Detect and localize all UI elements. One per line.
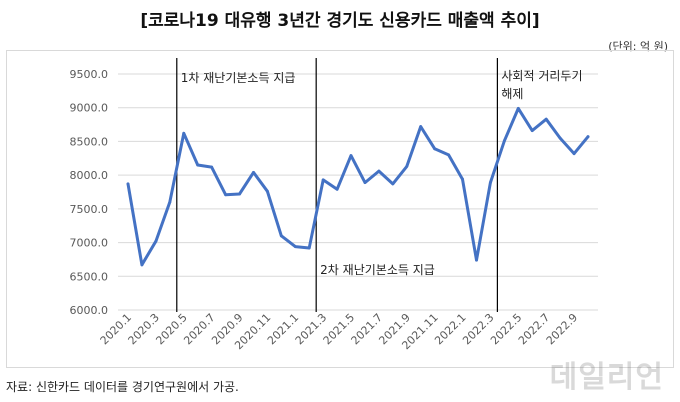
data-point — [544, 117, 548, 121]
data-point — [279, 234, 283, 238]
data-point — [391, 182, 395, 186]
data-point — [363, 181, 367, 184]
watermark-logo: 데일리언 — [549, 360, 664, 395]
data-point — [419, 125, 423, 128]
chart-frame — [6, 50, 674, 368]
data-point — [558, 136, 562, 140]
data-point — [168, 200, 172, 204]
event-annotation-label: 해제 — [501, 87, 523, 101]
unit-label: (단위: 억 원) — [608, 40, 668, 53]
event-annotation-label: 사회적 거리두기 — [501, 69, 582, 83]
data-point — [433, 147, 437, 151]
data-point — [516, 106, 520, 110]
data-point — [293, 245, 297, 249]
y-tick-label: 8000.0 — [70, 169, 109, 182]
chart-title: [코로나19 대유행 3년간 경기도 신용카드 매출액 추이] — [140, 11, 540, 31]
y-tick-label: 6000.0 — [70, 304, 109, 317]
y-tick-label: 9500.0 — [70, 68, 109, 81]
source-note: 자료: 신한카드 데이터를 경기연구원에서 가공. — [6, 380, 239, 394]
event-annotation-label: 2차 재난기본소득 지급 — [320, 263, 435, 277]
data-point — [140, 263, 144, 267]
y-tick-label: 7500.0 — [70, 203, 109, 216]
x-tick-label: 2022.9 — [544, 311, 580, 347]
data-point — [252, 171, 255, 174]
y-tick-label: 8500.0 — [70, 135, 109, 148]
data-point — [335, 187, 339, 191]
data-point — [182, 131, 186, 135]
y-tick-label: 9000.0 — [70, 102, 109, 115]
data-point — [502, 139, 506, 143]
data-point — [210, 165, 214, 169]
data-point — [321, 178, 325, 182]
data-point — [265, 189, 269, 193]
data-point — [154, 239, 158, 243]
data-point — [530, 129, 534, 133]
y-tick-label: 6500.0 — [70, 270, 109, 283]
data-point — [349, 154, 353, 157]
data-point — [126, 182, 130, 186]
data-point — [489, 181, 492, 184]
data-point — [224, 193, 227, 197]
data-point — [447, 153, 451, 157]
event-annotation-label: 1차 재난기본소득 지급 — [181, 71, 296, 85]
data-point — [377, 169, 381, 173]
data-point — [307, 246, 311, 250]
data-point — [238, 192, 241, 196]
data-point — [196, 163, 200, 167]
data-point — [572, 152, 576, 155]
data-point — [461, 177, 464, 181]
series-line — [126, 106, 590, 267]
y-tick-label: 7000.0 — [70, 237, 109, 250]
data-point — [475, 258, 478, 262]
data-point — [405, 164, 409, 168]
data-point — [586, 135, 590, 139]
